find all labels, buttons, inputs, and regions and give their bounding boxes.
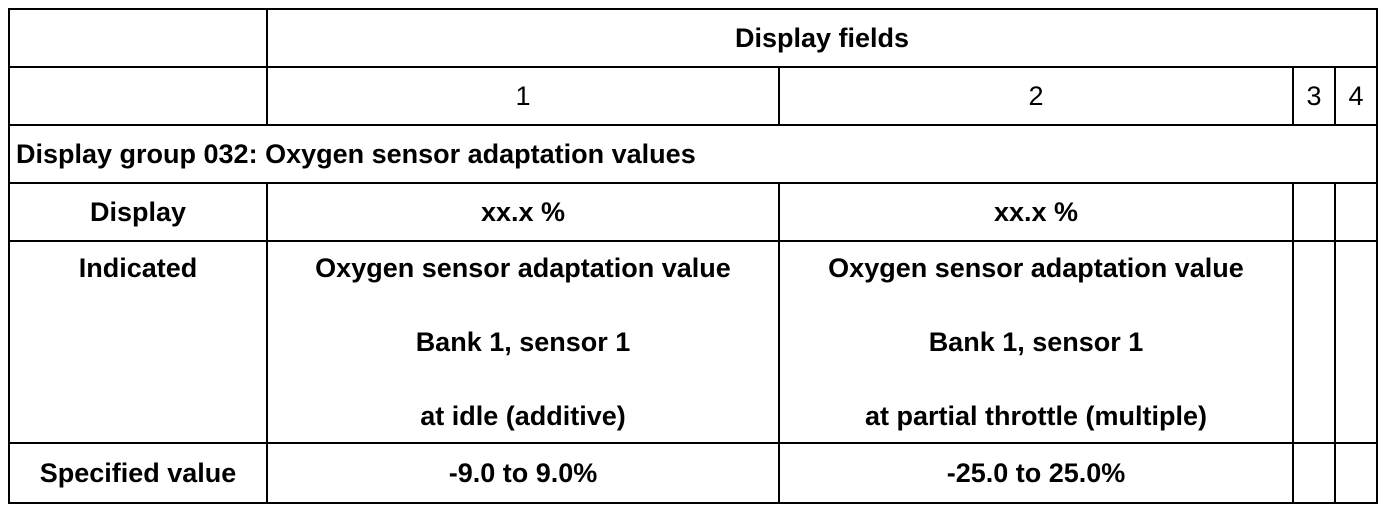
display-field-2: xx.x % [778,182,1294,242]
field-number-row: 1 2 3 4 [8,66,1379,126]
indicated-field-1-line-2: Bank 1, sensor 1 [415,327,631,357]
indicated-field-4 [1333,240,1379,444]
indicated-field-1-line-3: at idle (additive) [420,401,626,431]
display-group-table: Display fields 1 2 3 4 Display group 032… [7,8,1379,504]
field-number-2: 2 [778,66,1294,126]
indicated-field-1: Oxygen sensor adaptation value Bank 1, s… [266,240,780,444]
indicated-field-2: Oxygen sensor adaptation value Bank 1, s… [778,240,1294,444]
field-number-4: 4 [1333,66,1379,126]
specified-label: Specified value [8,442,268,504]
display-row: Display xx.x % xx.x % [8,182,1379,242]
specified-field-1: -9.0 to 9.0% [266,442,780,504]
field-number-1: 1 [266,66,780,126]
indicated-label: Indicated [8,240,268,444]
indicated-field-2-line-3: at partial throttle (multiple) [864,401,1207,431]
display-field-1: xx.x % [266,182,780,242]
indicated-field-1-line-1: Oxygen sensor adaptation value [315,253,731,283]
indicated-field-3 [1292,240,1336,444]
display-fields-header: Display fields [265,8,1379,68]
group-title-row: Display group 032: Oxygen sensor adaptat… [7,124,1379,184]
specified-row: Specified value -9.0 to 9.0% -25.0 to 25… [8,442,1379,504]
corner-cell [8,8,268,68]
specified-field-4 [1333,442,1379,504]
header-row: Display fields [8,8,1379,68]
specified-field-2: -25.0 to 25.0% [778,442,1294,504]
display-field-4 [1333,182,1379,242]
display-field-3 [1292,182,1336,242]
display-label: Display [8,182,268,242]
indicated-field-2-line-1: Oxygen sensor adaptation value [828,253,1244,283]
indicated-row: Indicated Oxygen sensor adaptation value… [8,240,1379,444]
corner-cell-2 [8,66,268,126]
indicated-field-2-line-2: Bank 1, sensor 1 [928,327,1144,357]
specified-field-3 [1292,442,1336,504]
field-number-3: 3 [1292,66,1336,126]
group-title: Display group 032: Oxygen sensor adaptat… [7,124,1379,184]
